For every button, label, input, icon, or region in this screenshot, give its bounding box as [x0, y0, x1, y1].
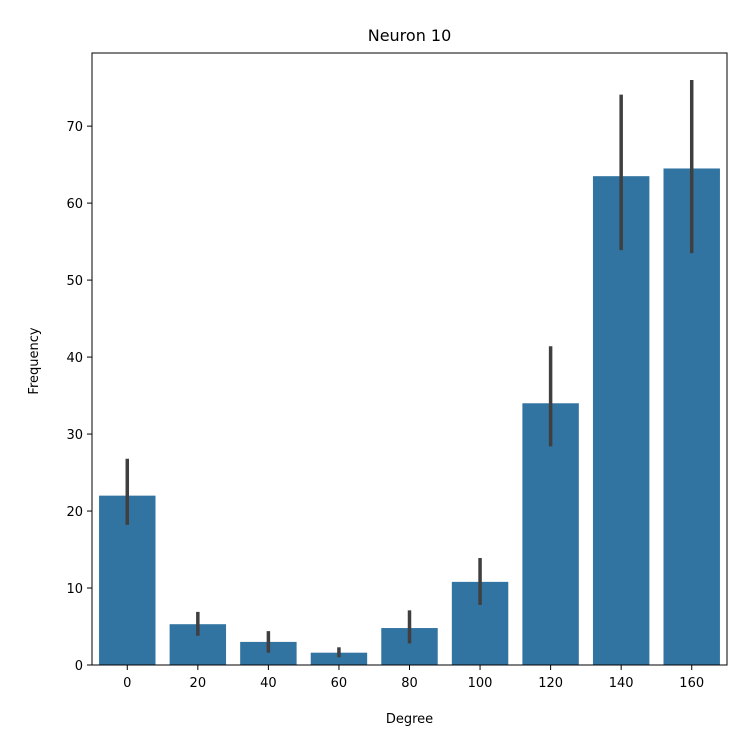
x-tick-label-60: 60: [331, 676, 348, 691]
y-axis-label: Frequency: [27, 327, 42, 394]
y-tick-label-10: 10: [66, 582, 83, 597]
x-tick-label-160: 160: [679, 676, 704, 691]
x-tick-label-0: 0: [123, 676, 131, 691]
x-tick-label-40: 40: [260, 676, 277, 691]
x-tick-label-140: 140: [609, 676, 634, 691]
y-ticks-group: 0 10 20 30 40 50 60 70: [66, 120, 92, 674]
chart-title: Neuron 10: [368, 26, 452, 45]
x-axis-label: Degree: [386, 712, 433, 727]
bar-120: [522, 403, 579, 665]
bar-140: [592, 176, 650, 666]
y-tick-label-40: 40: [66, 351, 83, 366]
plot-frame: [91, 52, 728, 666]
y-tick-label-20: 20: [66, 505, 83, 520]
bar-40: [240, 641, 297, 665]
y-tick-label-0: 0: [75, 659, 83, 674]
y-tick-label-30: 30: [66, 428, 83, 443]
x-ticks-group: 0 20 40 60 80 100 120 140 160: [123, 665, 704, 691]
x-tick-label-120: 120: [538, 676, 563, 691]
x-tick-label-80: 80: [401, 676, 418, 691]
bars-group: [99, 168, 720, 666]
error-bars-group: [125, 79, 694, 658]
x-tick-label-20: 20: [190, 676, 207, 691]
y-tick-label-60: 60: [66, 197, 83, 212]
x-tick-label-100: 100: [468, 676, 493, 691]
bar-60: [310, 652, 368, 665]
y-tick-label-50: 50: [66, 274, 83, 289]
y-tick-label-70: 70: [66, 120, 83, 135]
